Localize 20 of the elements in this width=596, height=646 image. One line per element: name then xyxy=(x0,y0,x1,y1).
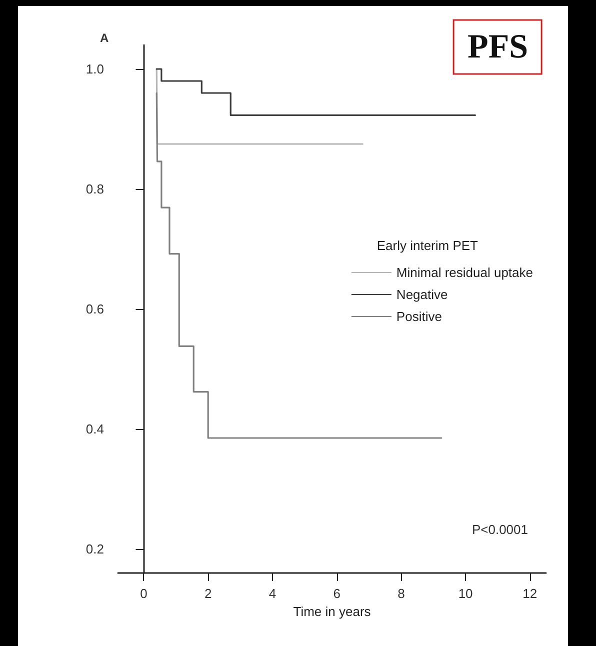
y-tick-label: 0.6 xyxy=(86,302,104,316)
x-tick-label: 0 xyxy=(140,586,148,601)
x-tick-label: 12 xyxy=(522,586,538,601)
x-tick-label: 10 xyxy=(458,586,473,601)
legend-title: Early interim PET xyxy=(376,238,478,253)
legend-label: Minimal residual uptake xyxy=(396,265,534,280)
x-axis-title: Time in years xyxy=(293,604,372,619)
y-tick-label: 1.0 xyxy=(86,62,104,76)
chart-title: PFS xyxy=(468,28,528,66)
text: A xyxy=(100,31,109,45)
legend-label: Negative xyxy=(396,287,448,302)
y-tick-label: 0.2 xyxy=(86,542,104,556)
legend-label: Positive xyxy=(396,309,442,324)
x-tick-label: 4 xyxy=(268,586,276,601)
x-tick-label: 8 xyxy=(398,586,405,601)
y-tick-label: 0.8 xyxy=(86,182,104,196)
annotation: P<0.0001 xyxy=(472,522,528,537)
x-tick-label: 2 xyxy=(204,586,212,601)
y-tick-label: 0.4 xyxy=(86,422,104,436)
x-tick-label: 6 xyxy=(333,586,340,601)
